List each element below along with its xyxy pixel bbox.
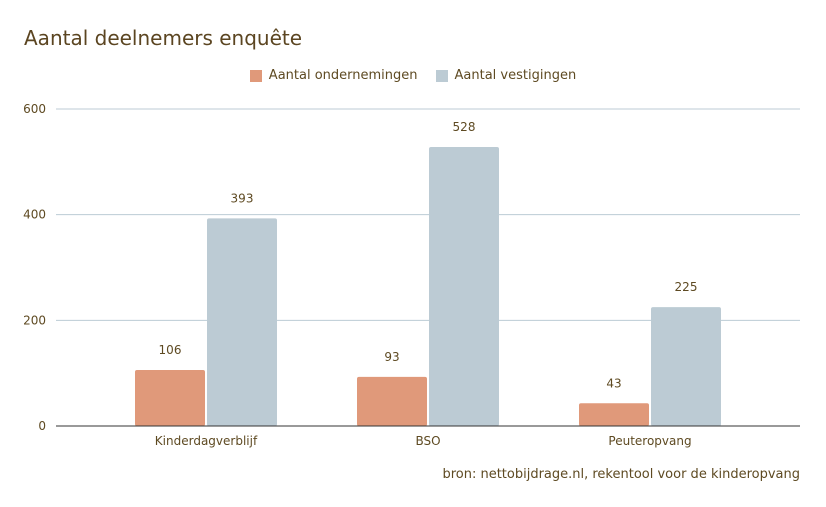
legend: Aantal ondernemingen Aantal vestigingen (0, 68, 826, 83)
bar-ondernemingen (579, 403, 649, 426)
data-label: 393 (231, 191, 254, 205)
x-tick-label: Peuteropvang (608, 434, 691, 448)
data-label: 93 (384, 350, 399, 364)
bar-vestigingen (207, 218, 277, 426)
legend-swatch (249, 69, 262, 82)
bar-ondernemingen (357, 376, 427, 426)
data-label: 225 (675, 280, 698, 294)
chart-title: Aantal deelnemers enquête (24, 26, 303, 50)
x-tick-label: BSO (415, 434, 440, 448)
legend-label: Aantal vestigingen (454, 68, 577, 83)
source-note: bron: nettobijdrage.nl, rekentool voor d… (442, 467, 800, 482)
x-tick-label: Kinderdagverblijf (155, 434, 258, 448)
y-tick-label: 200 (23, 313, 46, 327)
legend-item-vestigingen[interactable]: Aantal vestigingen (435, 68, 577, 83)
y-tick-label: 0 (38, 419, 46, 433)
legend-label: Aantal ondernemingen (268, 68, 418, 83)
bar-vestigingen (651, 307, 721, 426)
data-label: 528 (453, 120, 476, 134)
y-tick-label: 400 (23, 208, 46, 222)
bar-ondernemingen (135, 369, 205, 426)
bar-vestigingen (429, 147, 499, 427)
data-label: 106 (159, 343, 182, 357)
legend-item-ondernemingen[interactable]: Aantal ondernemingen (249, 68, 418, 83)
legend-swatch (435, 69, 448, 82)
y-tick-label: 600 (23, 102, 46, 116)
data-label: 43 (606, 376, 621, 390)
